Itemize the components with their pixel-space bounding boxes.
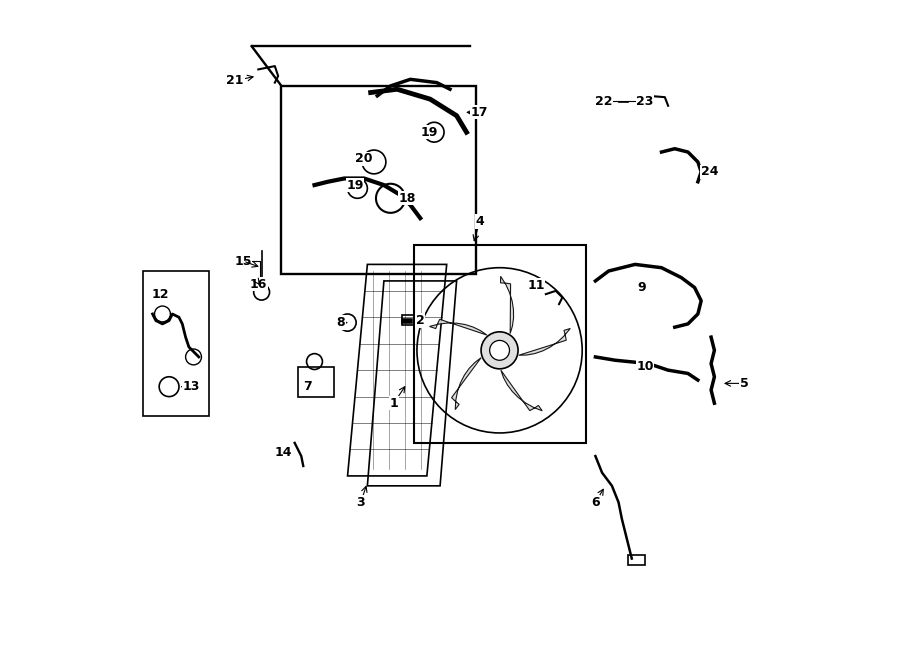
Bar	[282, 86, 476, 274]
Text: 7: 7	[303, 380, 312, 393]
Text: 23: 23	[636, 95, 653, 108]
Bar	[402, 315, 416, 325]
Polygon shape	[500, 370, 542, 411]
Text: 13: 13	[182, 380, 200, 393]
Text: 10: 10	[636, 360, 653, 373]
Text: 1: 1	[390, 397, 398, 410]
Text: 20: 20	[356, 152, 373, 165]
Text: 17: 17	[471, 106, 489, 119]
Bar	[414, 245, 586, 443]
Text: 11: 11	[527, 279, 544, 292]
Text: 18: 18	[399, 192, 416, 205]
Polygon shape	[452, 358, 482, 410]
Text: 5: 5	[740, 377, 749, 390]
Text: 24: 24	[701, 165, 718, 178]
Text: 8: 8	[337, 316, 346, 329]
Text: 21: 21	[227, 74, 244, 87]
Text: 4: 4	[475, 215, 484, 228]
Circle shape	[482, 332, 518, 369]
Text: 2: 2	[416, 314, 425, 327]
Bar	[142, 271, 209, 416]
Polygon shape	[500, 276, 514, 334]
Circle shape	[490, 340, 509, 360]
Polygon shape	[518, 329, 571, 355]
Text: 12: 12	[152, 288, 169, 301]
Text: 15: 15	[234, 254, 252, 268]
Text: 6: 6	[591, 496, 599, 509]
Polygon shape	[429, 319, 487, 335]
Text: 3: 3	[356, 496, 365, 509]
Text: 22: 22	[595, 95, 612, 108]
Text: 9: 9	[637, 281, 646, 294]
Text: 16: 16	[249, 278, 267, 291]
Text: 19: 19	[420, 126, 437, 139]
Bar	[628, 555, 645, 565]
Text: 14: 14	[274, 446, 292, 459]
Bar	[298, 367, 334, 397]
Text: 19: 19	[346, 178, 364, 192]
